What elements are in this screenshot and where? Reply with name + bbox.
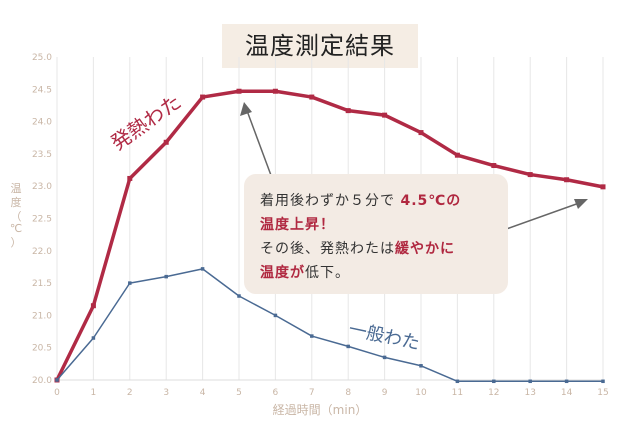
x-tick-label: 14 (561, 388, 573, 398)
x-tick-label: 15 (597, 388, 608, 398)
x-tick-label: 6 (273, 388, 279, 398)
data-point-1 (200, 267, 205, 271)
data-point-0 (418, 130, 424, 136)
data-point-1 (237, 294, 241, 298)
arrow-head-upper (240, 102, 252, 116)
annotation-box (244, 174, 508, 294)
arrow-line-upper (245, 107, 273, 179)
data-point-0 (309, 94, 315, 100)
data-point-1 (55, 378, 59, 382)
series-group (54, 88, 606, 384)
data-point-0 (90, 303, 96, 309)
annotation-line-3: その後、発熱わたは緩やかに (260, 241, 455, 257)
data-point-0 (527, 172, 533, 178)
x-tick-label: 11 (452, 388, 463, 398)
data-point-1 (419, 364, 423, 368)
x-tick-label: 8 (345, 388, 351, 398)
x-axis-label: 経過時間（min） (273, 403, 368, 417)
y-tick-label: 21.0 (32, 311, 52, 321)
y-axis-label-5: ） (11, 236, 22, 249)
data-point-0 (345, 108, 351, 114)
data-point-0 (127, 175, 133, 181)
x-tick-label: 4 (200, 388, 206, 398)
y-tick-label: 25.0 (32, 53, 52, 63)
title-banner (222, 24, 418, 68)
data-point-0 (236, 88, 242, 94)
x-tick-label: 10 (415, 388, 427, 398)
data-point-1 (91, 336, 96, 340)
data-point-0 (382, 112, 388, 118)
x-tick-label: 12 (488, 388, 499, 398)
data-point-1 (528, 379, 532, 384)
data-point-1 (273, 313, 278, 318)
annotation-line-2: 温度上昇！ (260, 217, 335, 233)
data-point-0 (491, 163, 497, 169)
y-axis-label-1: 温 (11, 182, 22, 195)
y-axis-label-4: ℃ (10, 222, 22, 235)
arrow-line-right (497, 201, 583, 233)
x-tick-label: 13 (524, 388, 535, 398)
data-point-1 (128, 281, 132, 285)
chart-title: 温度測定結果 (245, 32, 395, 60)
data-point-0 (200, 94, 206, 100)
data-point-0 (454, 152, 460, 158)
data-point-0 (272, 88, 278, 94)
series-line-0 (55, 89, 604, 381)
data-point-1 (601, 379, 605, 384)
data-point-1 (346, 344, 350, 349)
y-tick-label: 23.5 (32, 150, 52, 160)
y-tick-label: 24.0 (32, 118, 52, 128)
y-tick-label: 21.5 (32, 279, 52, 289)
x-tick-label: 7 (309, 388, 315, 398)
data-point-0 (163, 139, 169, 145)
data-point-1 (564, 379, 569, 384)
y-axis-label-3: （ (11, 210, 22, 223)
y-tick-label: 20.0 (32, 376, 52, 386)
data-point-1 (310, 334, 314, 338)
x-tick-label: 0 (54, 388, 60, 398)
data-point-1 (455, 379, 460, 384)
series-line-1 (56, 268, 603, 383)
data-point-1 (382, 355, 387, 360)
data-point-1 (492, 379, 496, 384)
data-point-0 (600, 184, 606, 190)
y-tick-label: 22.5 (32, 215, 52, 225)
x-tick-label: 3 (163, 388, 169, 398)
y-tick-label: 20.5 (32, 344, 52, 354)
y-tick-label: 22.0 (32, 247, 52, 257)
arrow-head-right (574, 199, 588, 209)
y-tick-label: 24.5 (32, 85, 52, 95)
x-tick-labels: 0 1 2 3 4 5 6 7 8 9 10 11 12 13 14 15 (54, 388, 609, 398)
y-tick-labels: 20.0 20.5 21.0 21.5 22.0 22.5 23.0 23.5 24.0 24.5… (32, 53, 52, 386)
x-tick-label: 9 (382, 388, 388, 398)
data-point-1 (164, 274, 168, 279)
annotation-arrows (240, 102, 588, 233)
annotation-line-1: 着用後わずか５分で 4.5℃の (260, 193, 462, 209)
y-axis-label-2: 度 (11, 195, 22, 209)
x-tick-label: 2 (127, 388, 133, 398)
x-tick-label: 1 (91, 388, 97, 398)
annotation-line-4: 温度が低下。 (260, 265, 350, 281)
y-tick-label: 23.0 (32, 182, 52, 192)
x-tick-label: 5 (236, 388, 242, 398)
series-label-hatsunetsu: 発熱わた (106, 89, 185, 155)
data-point-0 (564, 177, 570, 183)
